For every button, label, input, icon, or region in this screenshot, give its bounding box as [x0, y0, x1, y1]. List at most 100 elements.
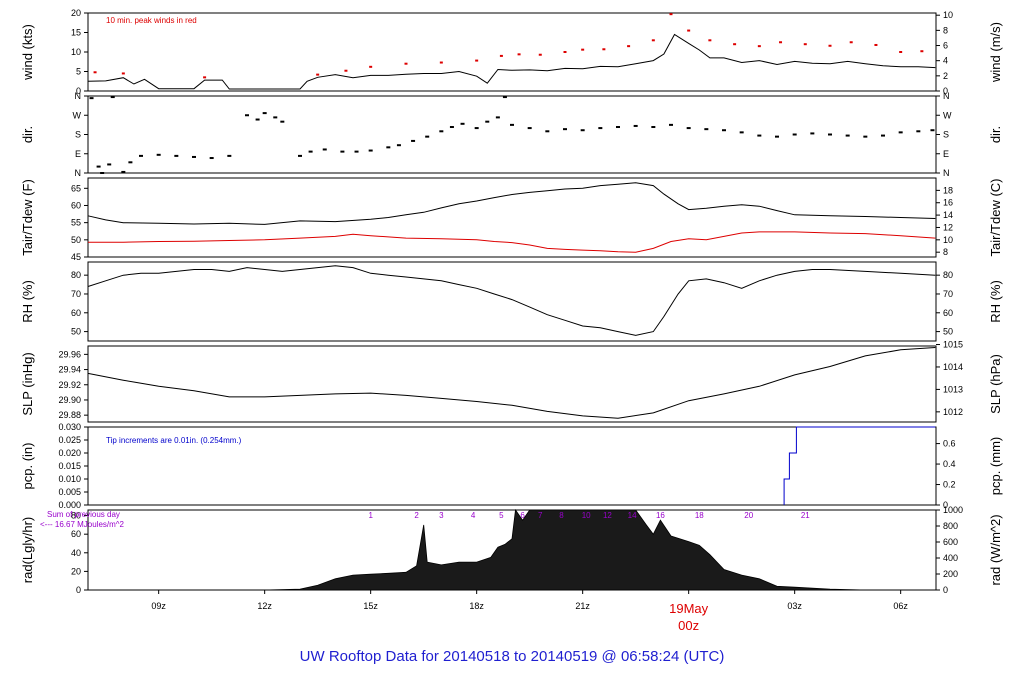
temperature-panel-ylabel-right: Tair/Tdew (C)	[988, 178, 1003, 256]
peak-wind-point	[920, 50, 924, 53]
peak-wind-point	[803, 43, 807, 46]
direction-point	[255, 118, 260, 121]
rh-panel-ylabel-left: RH (%)	[20, 280, 35, 323]
peak-wind-point	[93, 71, 97, 74]
direction-point	[474, 127, 479, 130]
rad-hour-mark: 14	[628, 511, 637, 520]
direction-point	[89, 97, 94, 100]
slp-yaxis-right-label: 1015	[943, 340, 963, 350]
direction-point	[810, 132, 815, 135]
pcp-yaxis-right-label: 0.6	[943, 439, 956, 449]
peak-wind-point	[669, 13, 673, 16]
dir-yaxis-left-label: N	[75, 91, 82, 101]
xaxis-day-sub: 00z	[678, 618, 699, 633]
xaxis-tick-label: 18z	[469, 601, 484, 611]
temp-yaxis-right-label: 18	[943, 185, 953, 195]
pcp-yaxis-right-label: 0.4	[943, 459, 956, 469]
slp-yaxis-left-label: 29.96	[58, 349, 81, 359]
rad-hour-mark: 12	[603, 511, 612, 520]
wind-series-line	[87, 33, 936, 90]
precip-annotation: Tip increments are 0.01in. (0.254mm.)	[106, 436, 242, 445]
rad-hour-mark: 16	[656, 511, 665, 520]
direction-point	[863, 135, 868, 138]
direction-point	[757, 134, 762, 137]
pcp-yaxis-left-label: 0.025	[58, 435, 81, 445]
dewpoint-line	[88, 231, 936, 253]
wind-yaxis-left-label: 10	[71, 47, 81, 57]
wind-yaxis-right-label: 2	[943, 71, 948, 81]
slp-yaxis-left-label: 29.90	[58, 395, 81, 405]
precip-line	[783, 426, 936, 505]
direction-point	[156, 153, 161, 156]
rh-yaxis-left-label: 80	[71, 270, 81, 280]
rad-hour-mark: 10	[582, 511, 591, 520]
pressure-panel-frame	[87, 345, 937, 423]
peak-wind-point	[344, 69, 348, 72]
direction-point	[616, 126, 620, 129]
pcp-yaxis-left-label: 0.000	[58, 500, 81, 510]
peak-wind-point	[439, 61, 443, 64]
rad-hour-mark: 20	[744, 511, 753, 520]
direction-point	[107, 163, 112, 166]
xaxis-tick-label: 03z	[787, 601, 802, 611]
direction-point	[845, 134, 850, 137]
dir-yaxis-right-label: E	[943, 149, 949, 159]
rad-hour-mark: 3	[439, 511, 444, 520]
rad-yaxis-left-label: 20	[71, 566, 81, 576]
xaxis-tick-label: 06z	[893, 601, 908, 611]
direction-point	[280, 120, 285, 123]
rad-yaxis-right-label: 400	[943, 553, 958, 563]
direction-point	[354, 150, 359, 153]
temp-yaxis-left-label: 60	[71, 200, 81, 210]
temp-yaxis-right-label: 8	[943, 247, 948, 257]
direction-point	[651, 126, 656, 129]
rad-yaxis-right-label: 600	[943, 537, 958, 547]
rad-hour-mark: 5	[499, 511, 504, 520]
pcp-yaxis-left-label: 0.010	[58, 474, 81, 484]
wind-yaxis-right-label: 6	[943, 41, 948, 51]
direction-point	[425, 135, 430, 138]
pcp-yaxis-left-label: 0.030	[58, 422, 81, 432]
pcp-yaxis-right-label: 0	[943, 500, 948, 510]
rad-hour-mark: 7	[538, 511, 543, 520]
direction-point	[527, 127, 532, 130]
temperature-panel-frame	[87, 177, 937, 258]
air-temperature-line	[87, 182, 936, 225]
dir-yaxis-right-label: W	[943, 110, 952, 120]
peak-wind-point	[828, 44, 832, 47]
temp-yaxis-left-label: 65	[71, 183, 81, 193]
direction-point	[139, 154, 143, 157]
xaxis-tick-label: 15z	[363, 601, 378, 611]
xaxis-tick-label: 09z	[151, 601, 166, 611]
radiation-area	[88, 508, 936, 591]
dir-yaxis-left-label: E	[75, 149, 81, 159]
direction-point	[209, 157, 214, 160]
peak-wind-point	[602, 48, 606, 51]
rh-yaxis-right-label: 70	[943, 289, 953, 299]
dir-yaxis-right-label: N	[943, 91, 950, 101]
dir-yaxis-right-label: N	[943, 168, 950, 178]
peak-wind-point	[499, 54, 503, 57]
direction-point	[174, 154, 179, 157]
direction-panel-frame	[87, 95, 937, 174]
direction-point	[460, 122, 465, 125]
rad-yaxis-left-label: 0	[76, 585, 81, 595]
dir-yaxis-right-label: S	[943, 130, 949, 140]
rh-yaxis-right-label: 50	[943, 327, 953, 337]
rh-panel-ylabel-right: RH (%)	[988, 280, 1003, 323]
dir-yaxis-left-label: S	[75, 130, 81, 140]
rh-panel-frame	[87, 261, 937, 342]
rad-yaxis-right-label: 0	[943, 585, 948, 595]
rh-line	[87, 265, 936, 336]
precip-panel-ylabel-left: pcp. (in)	[20, 443, 35, 490]
direction-point	[563, 128, 567, 131]
direction-point	[580, 129, 585, 132]
direction-point	[368, 149, 373, 152]
peak-wind-point	[475, 59, 479, 62]
rad-hour-mark: 2	[414, 511, 419, 520]
direction-point	[121, 170, 126, 173]
direction-point	[439, 130, 444, 133]
peak-wind-point	[651, 39, 655, 42]
temp-yaxis-right-label: 14	[943, 210, 953, 220]
